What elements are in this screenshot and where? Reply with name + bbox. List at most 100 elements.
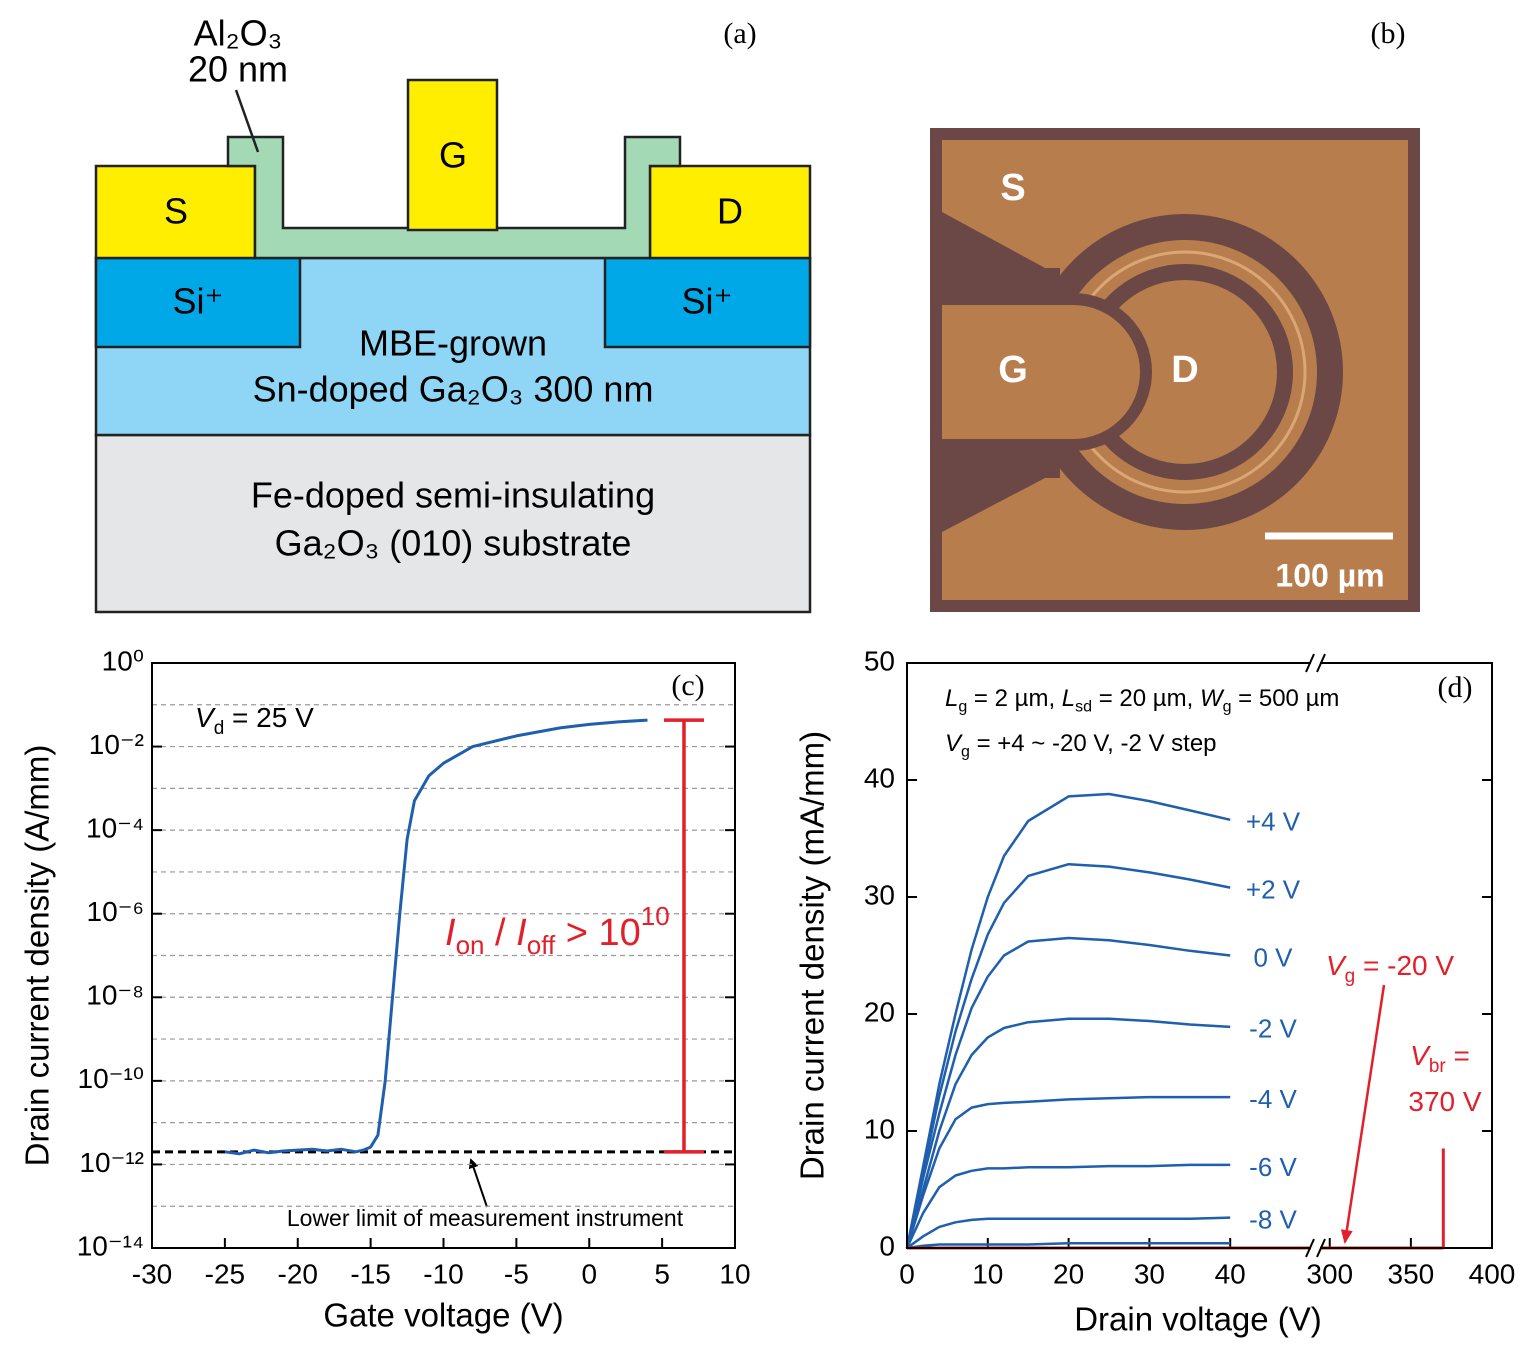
annotation-part: V bbox=[1326, 950, 1347, 981]
annotation-part: = 25 V bbox=[224, 702, 314, 733]
axis-break bbox=[1311, 660, 1320, 666]
annotation-part: W bbox=[1200, 685, 1225, 712]
data-line bbox=[906, 1216, 1231, 1250]
annotation-part: L bbox=[1062, 685, 1075, 712]
x-axis-label: Gate voltage (V) bbox=[323, 1297, 563, 1334]
source-label: S bbox=[1000, 167, 1025, 209]
annotation: Vg = +4 ~ -20 V, -2 V step bbox=[945, 730, 1217, 761]
annotation-part: g bbox=[1223, 699, 1232, 716]
annotation-part: > 10 bbox=[555, 912, 641, 954]
gate-label: G bbox=[439, 135, 467, 176]
curve-label: -4 V bbox=[1249, 1084, 1297, 1114]
axis-break-mark bbox=[1316, 1238, 1326, 1258]
data-line bbox=[905, 1163, 1231, 1249]
annotation-part: d bbox=[214, 718, 225, 739]
x-axis-label: Drain voltage (V) bbox=[1074, 1301, 1322, 1338]
drain-label: D bbox=[717, 191, 743, 232]
data-line bbox=[905, 862, 1231, 1249]
drain-label: D bbox=[1171, 349, 1198, 391]
annotation-part: = -20 V bbox=[1355, 950, 1454, 981]
x-tick-label: -30 bbox=[132, 1258, 172, 1289]
source-contact bbox=[94, 164, 257, 260]
oxide-layer bbox=[226, 135, 682, 260]
annotation-part: on bbox=[456, 930, 485, 960]
y-tick-label: 10⁻¹² bbox=[79, 1147, 144, 1178]
y-tick-label: 20 bbox=[864, 996, 895, 1027]
gate-pad bbox=[942, 305, 1140, 439]
x-tick-label: 400 bbox=[1469, 1258, 1516, 1289]
annotation: Lg = 2 µm, Lsd = 20 µm, Wg = 500 µm bbox=[945, 685, 1339, 716]
x-tick-label: 20 bbox=[1053, 1258, 1084, 1289]
x-tick-label: 30 bbox=[1134, 1258, 1165, 1289]
x-tick-label: 10 bbox=[972, 1258, 1003, 1289]
annotation-part: 10 bbox=[641, 901, 670, 931]
panel-label: (d) bbox=[1438, 671, 1473, 704]
implant-left-label: Si⁺ bbox=[172, 281, 223, 322]
x-tick-label: 5 bbox=[654, 1258, 670, 1289]
annotation-part: L bbox=[945, 685, 958, 712]
vg-arrow bbox=[1340, 984, 1386, 1244]
panel-label: (b) bbox=[1371, 17, 1406, 50]
annotation-part: br bbox=[1429, 1056, 1447, 1077]
limit-arrow bbox=[468, 1158, 488, 1208]
y-tick-label: 10⁻⁸ bbox=[86, 980, 144, 1011]
x-tick-label: 350 bbox=[1388, 1258, 1435, 1289]
curve-label: +2 V bbox=[1246, 875, 1301, 905]
annotation-part: V bbox=[195, 702, 216, 733]
annotation-part: I bbox=[516, 912, 527, 954]
x-tick-label: -15 bbox=[350, 1258, 390, 1289]
data-line bbox=[906, 1242, 1231, 1250]
x-tick-label: 300 bbox=[1306, 1258, 1353, 1289]
annotation-part: = bbox=[1446, 1040, 1470, 1071]
y-tick-label: 10⁻⁶ bbox=[87, 896, 144, 927]
x-tick-label: -20 bbox=[278, 1258, 318, 1289]
annotation-part: off bbox=[527, 930, 556, 960]
y-tick-label: 10 bbox=[864, 1113, 895, 1144]
axis-break-mark bbox=[1305, 653, 1315, 673]
annotation-part: = 20 µm, bbox=[1092, 685, 1200, 712]
implant-right bbox=[603, 256, 812, 349]
y-axis-label: Drain current density (A/mm) bbox=[19, 745, 56, 1167]
annotation-part: sd bbox=[1075, 699, 1092, 716]
x-tick-label: 0 bbox=[899, 1258, 915, 1289]
implant-right-label: Si⁺ bbox=[681, 281, 732, 322]
x-tick-label: 10 bbox=[719, 1258, 750, 1289]
y-axis-label: Drain current density (mA/mm) bbox=[794, 731, 831, 1180]
axis-break-mark bbox=[1305, 1238, 1315, 1258]
substrate-label: Fe-doped semi-insulating bbox=[251, 475, 655, 516]
scale-label: 100 µm bbox=[1275, 557, 1384, 593]
oxide-label: Al₂O₃ bbox=[194, 13, 283, 54]
y-tick-label: 40 bbox=[864, 762, 895, 793]
annotation: 370 V bbox=[1408, 1086, 1481, 1117]
y-tick-label: 10⁻⁴ bbox=[86, 813, 144, 844]
plot-frame bbox=[151, 662, 736, 1249]
plot-frame bbox=[906, 662, 1493, 1249]
annotation-part: = 500 µm bbox=[1232, 685, 1340, 712]
annotation-part: g bbox=[958, 699, 967, 716]
x-tick-label: 0 bbox=[581, 1258, 597, 1289]
oxide-pointer bbox=[234, 89, 260, 153]
data-line bbox=[905, 792, 1231, 1249]
axis-break-mark bbox=[1316, 653, 1326, 673]
channel-label: MBE-grown bbox=[359, 323, 547, 364]
curve-label: +4 V bbox=[1246, 807, 1301, 837]
curve-label: -2 V bbox=[1249, 1014, 1297, 1044]
annotation: Ion / Ioff > 1010 bbox=[445, 901, 670, 960]
x-tick-label: 40 bbox=[1215, 1258, 1246, 1289]
annotation-part: g bbox=[961, 744, 970, 761]
annotation: Vbr = bbox=[1410, 1040, 1470, 1077]
x-tick-label: -10 bbox=[423, 1258, 463, 1289]
annotation-part: V bbox=[1410, 1040, 1431, 1071]
y-tick-label: 30 bbox=[864, 879, 895, 910]
gate-label: G bbox=[998, 349, 1028, 391]
channel-label: Sn-doped Ga₂O₃ 300 nm bbox=[253, 369, 654, 410]
y-tick-label: 50 bbox=[864, 645, 895, 676]
y-tick-label: 0 bbox=[879, 1230, 895, 1261]
data-line bbox=[224, 718, 648, 1156]
annotation-part: = 2 µm, bbox=[967, 685, 1062, 712]
gate-contact bbox=[406, 78, 499, 232]
y-tick-label: 10⁻² bbox=[89, 729, 144, 760]
annotation-part: / bbox=[484, 912, 516, 954]
annotation-part: V bbox=[945, 730, 963, 757]
